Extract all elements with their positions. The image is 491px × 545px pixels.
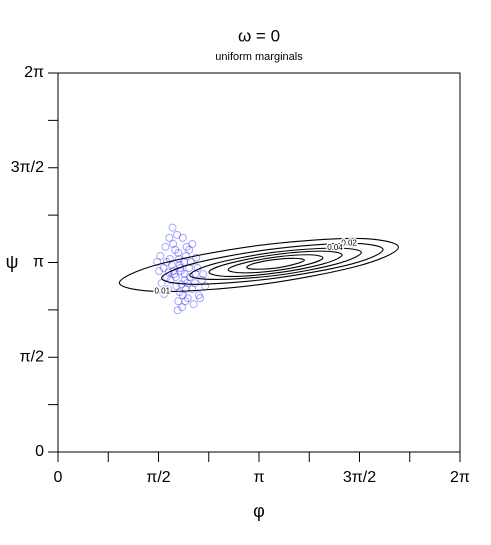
scatter-point: [165, 254, 174, 263]
scatter-point: [196, 294, 205, 303]
scatter-point: [182, 242, 191, 251]
scatter-point: [159, 264, 168, 273]
scatter-point: [183, 279, 192, 288]
scatter-point: [181, 251, 190, 260]
scatter-point: [170, 270, 179, 279]
scatter-point: [180, 270, 189, 279]
scatter-point: [183, 294, 192, 303]
scatter-point: [171, 245, 180, 254]
contour-line: [118, 237, 399, 293]
scatter-point: [175, 261, 184, 270]
scatter-point: [155, 267, 164, 276]
contour-label: 0.02: [341, 238, 357, 247]
scatter-point: [165, 233, 174, 242]
scatter-point: [164, 268, 173, 277]
contour-line: [161, 242, 384, 285]
scatter-point: [190, 279, 199, 288]
y-tick-label: π/2: [20, 348, 44, 365]
x-tick-label: 2π: [450, 469, 470, 486]
scatter-point: [181, 285, 190, 294]
scatter-point: [166, 276, 175, 285]
scatter-point: [178, 233, 187, 242]
scatter-point: [164, 285, 173, 294]
scatter-point: [161, 242, 170, 251]
scatter-point: [199, 270, 208, 279]
scatter-point: [197, 276, 206, 285]
scatter-point: [173, 306, 182, 315]
y-tick-label: 0: [35, 443, 44, 460]
scatter-point: [188, 239, 197, 248]
scatter-point: [173, 230, 182, 239]
x-tick-label: 0: [54, 469, 63, 486]
scatter-point: [175, 288, 184, 297]
y-tick-label: 3π/2: [11, 159, 44, 176]
contour-line: [189, 247, 362, 281]
x-axis-label: φ: [253, 501, 265, 521]
scatter-point: [174, 248, 183, 257]
scatter-point: [153, 257, 162, 266]
y-tick-label: π: [33, 254, 44, 271]
scatter-point: [181, 297, 190, 306]
scatter-point: [156, 251, 165, 260]
scatter-point: [189, 300, 198, 309]
scatter-point: [178, 303, 187, 312]
scatter-point: [172, 282, 181, 291]
scatter-point: [169, 239, 178, 248]
scatter-point: [187, 257, 196, 266]
scatter-point: [194, 291, 203, 300]
chart-title: ω = 0: [238, 26, 280, 45]
contour-line: [227, 254, 324, 274]
scatter-point: [192, 253, 201, 262]
x-tick-label: 3π/2: [343, 469, 376, 486]
scatter-point: [162, 257, 171, 266]
contour-line: [246, 257, 305, 270]
scatter-point: [167, 261, 176, 270]
contour-label: 0.04: [327, 243, 343, 252]
scatter-point: [169, 267, 178, 276]
scatter-point: [171, 273, 180, 282]
y-tick-label: 2π: [24, 64, 44, 81]
scatter-point: [168, 223, 177, 232]
contour-label: 0.01: [154, 287, 170, 296]
y-axis-label: ψ: [6, 252, 19, 272]
scatter-point: [188, 285, 197, 294]
scatter-point: [160, 289, 169, 298]
x-tick-label: π: [253, 469, 264, 486]
scatter-point: [185, 245, 194, 254]
scatter-point: [157, 279, 166, 288]
chart-subtitle: uniform marginals: [215, 51, 303, 63]
scatter-point: [176, 264, 185, 273]
contour-line: [208, 250, 343, 278]
scatter-point: [174, 297, 183, 306]
x-tick-label: π/2: [146, 469, 170, 486]
